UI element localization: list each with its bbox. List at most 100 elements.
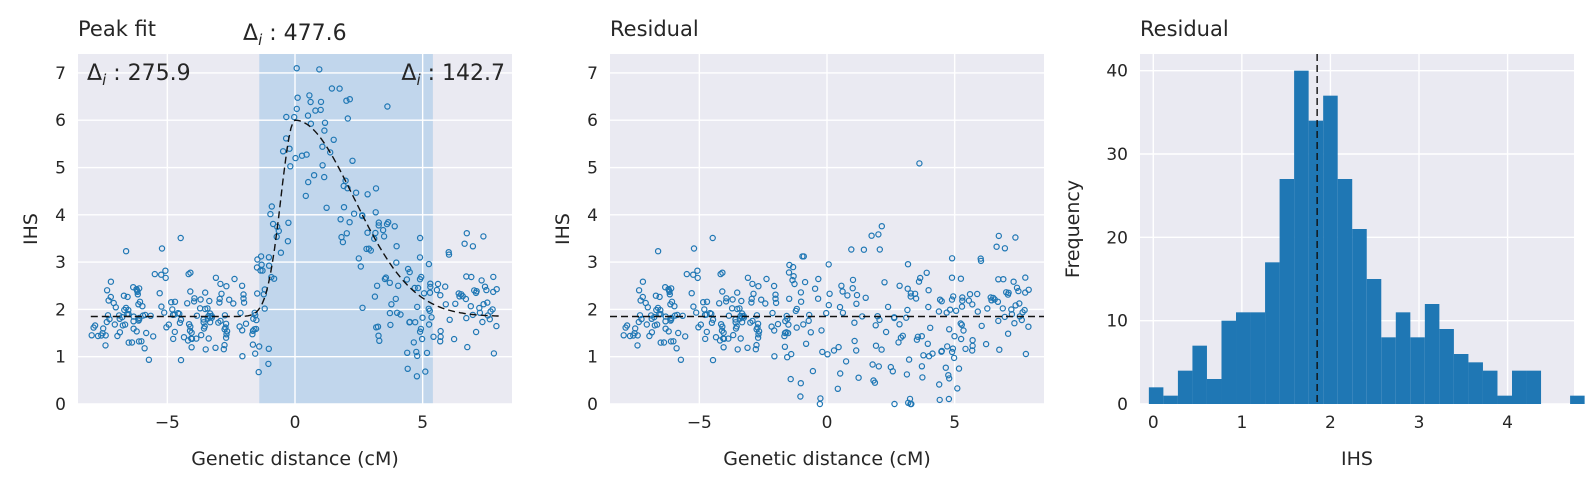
peak-fit-point — [464, 343, 471, 351]
peak-fit-point — [218, 290, 225, 297]
residual-point — [654, 247, 662, 255]
peak-fit-point — [442, 283, 449, 290]
residual-point — [620, 332, 627, 339]
peak-fit-point — [162, 274, 169, 282]
peak-fit-point — [145, 356, 153, 363]
residual-point — [639, 278, 647, 285]
residual-point — [674, 311, 681, 319]
residual-point — [862, 294, 869, 301]
residual-point — [657, 306, 664, 314]
peak-fit-point — [363, 245, 370, 253]
residual-point — [786, 295, 793, 302]
peak-fit-point — [202, 346, 209, 353]
peak-fit-point — [197, 296, 204, 303]
residual-point — [720, 344, 727, 351]
residual-point — [872, 342, 880, 349]
peak-fit-point — [417, 325, 425, 333]
residual-point — [670, 338, 677, 345]
p3-xtick-label: 0 — [1148, 413, 1159, 433]
residual-point — [936, 381, 943, 388]
residual-point — [719, 288, 726, 295]
residual-point — [917, 274, 924, 282]
p3-ytick-label: 20 — [1106, 228, 1128, 248]
peak-fit-point — [128, 339, 136, 346]
peak-fit-point — [188, 344, 195, 351]
residual-point — [830, 347, 838, 354]
panel-residual-scatter-xlabel: Genetic distance (cM) — [723, 448, 931, 470]
p1-ytick-label: 7 — [55, 64, 66, 84]
peak-fit-point — [115, 312, 123, 319]
peak-fit-point — [442, 301, 449, 308]
residual-point — [903, 371, 911, 378]
peak-fit-point — [416, 254, 424, 261]
peak-fit-point — [94, 332, 102, 340]
residual-point — [809, 367, 817, 375]
residual-point — [677, 356, 685, 363]
peak-fit-point — [253, 316, 260, 324]
peak-fit-point — [476, 309, 484, 316]
residual-point — [747, 319, 754, 326]
residual-point — [916, 160, 923, 167]
residual-point — [1012, 234, 1019, 241]
peak-fit-point — [395, 282, 402, 289]
residual-point — [657, 339, 664, 346]
peak-fit-point — [303, 151, 310, 158]
peak-fit-point — [305, 178, 312, 186]
peak-fit-point — [338, 233, 345, 241]
residual-point — [754, 334, 762, 341]
residual-point — [671, 303, 678, 310]
residual-point — [924, 340, 932, 347]
residual-point — [702, 335, 709, 343]
peak-fit-point — [480, 233, 487, 240]
residual-point — [849, 285, 856, 292]
panel-residual-histogram-title: Residual — [1140, 17, 1229, 41]
residual-point — [896, 321, 903, 328]
residual-point — [732, 319, 739, 326]
peak-fit-point — [411, 284, 418, 292]
residual-point — [749, 280, 756, 288]
residual-point — [957, 320, 964, 327]
residual-point — [925, 287, 932, 294]
residual-point — [1000, 276, 1007, 283]
residual-point — [876, 246, 884, 253]
histogram-bar — [1337, 179, 1353, 404]
histogram-bar — [1250, 312, 1266, 404]
residual-point — [784, 354, 791, 361]
p2-ytick-label: 3 — [587, 253, 598, 273]
p2-ytick-label: 4 — [587, 206, 598, 226]
residual-point — [817, 395, 824, 402]
residual-point — [737, 335, 744, 342]
residual-point — [736, 305, 743, 312]
peak-fit-point — [479, 318, 486, 326]
peak-fit-point — [138, 338, 145, 345]
residual-point — [636, 312, 644, 319]
p2-ytick-label: 6 — [587, 111, 598, 131]
peak-fit-point — [254, 290, 261, 297]
peak-fit-point — [336, 85, 343, 92]
peak-fit-point — [116, 329, 124, 336]
delta-annotation-band: Δi : 477.6 — [243, 21, 347, 49]
residual-point — [725, 312, 733, 319]
peak-fit-point — [206, 297, 213, 305]
peak-fit-point — [483, 286, 490, 294]
residual-point — [897, 334, 905, 341]
peak-fit-point — [428, 314, 435, 321]
histogram-bar — [1265, 262, 1280, 404]
peak-fit-point — [135, 338, 143, 345]
peak-fit-point — [90, 324, 97, 331]
peak-fit-point — [413, 373, 421, 380]
residual-point — [896, 282, 903, 289]
residual-point — [891, 400, 898, 408]
peak-fit-point — [250, 315, 257, 322]
p3-xtick-label: 1 — [1236, 413, 1247, 433]
histogram-bar — [1366, 279, 1382, 404]
residual-point — [948, 255, 956, 262]
residual-point — [870, 377, 877, 384]
peak-fit-point — [373, 324, 380, 331]
residual-point — [959, 294, 966, 301]
residual-point — [918, 333, 926, 340]
p1-ytick-label: 2 — [55, 300, 66, 320]
residual-point — [730, 331, 737, 339]
